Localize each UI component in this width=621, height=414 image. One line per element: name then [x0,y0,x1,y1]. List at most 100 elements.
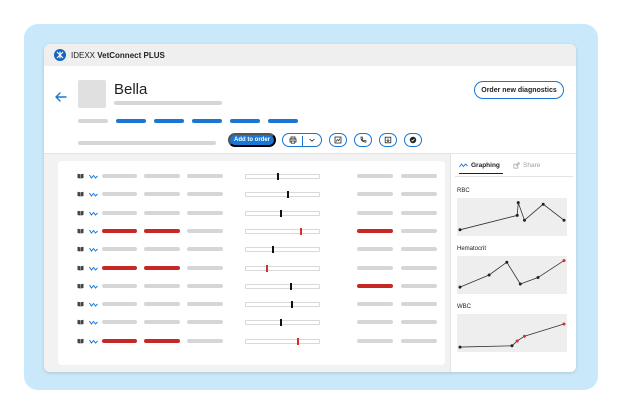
book-icon[interactable] [77,338,84,344]
graph-point [458,285,462,289]
range-marker [300,227,303,235]
patient-avatar [78,80,106,108]
results-table [58,161,445,365]
test-name-cell [102,192,137,197]
table-row[interactable] [58,295,445,313]
graph-line [459,323,565,348]
reference-cell [187,247,223,252]
units-cell [401,338,437,343]
book-icon[interactable] [77,191,84,197]
table-row[interactable] [58,240,445,258]
tag-link[interactable] [154,119,184,123]
tag-link[interactable] [230,119,260,123]
trend-icon[interactable] [89,320,98,326]
chevron-down-icon[interactable] [308,136,316,144]
brand-name: VetConnect PLUS [97,50,165,60]
trend-graph[interactable] [457,256,567,294]
table-row[interactable] [58,204,445,222]
range-bar [245,227,320,235]
range-marker [279,209,282,217]
printer-icon[interactable] [289,136,297,144]
graph-point [518,282,522,286]
graph-point [516,201,520,205]
reference-cell [187,192,223,197]
book-icon[interactable] [77,301,84,307]
graph-line [459,202,565,231]
trend-icon[interactable] [89,266,98,271]
info-placeholder [78,141,216,145]
tag-link[interactable] [192,119,222,123]
book-icon[interactable] [77,319,84,325]
phone-icon [360,136,367,143]
range-marker [266,264,269,272]
table-row[interactable] [58,277,445,295]
trend-icon[interactable] [89,192,98,198]
tab-divider [455,176,573,177]
test-name-cell [102,320,137,325]
phone-button[interactable] [354,133,372,147]
range-marker [291,301,294,309]
table-row[interactable] [58,167,445,185]
units-cell [401,192,437,197]
graph-point [541,202,545,206]
graph-point [562,259,566,263]
graph-icon [459,163,468,168]
graph-point [505,260,509,264]
book-icon[interactable] [77,283,84,289]
tag-link[interactable] [116,119,146,123]
test-name-cell [102,302,137,307]
result-value-cell [144,320,180,325]
units-cell [401,174,437,178]
trend-graph[interactable] [457,198,567,236]
previous-value-cell [357,247,393,252]
patient-header: Bella Order new diagnostics Add to order [44,66,576,154]
results-area: Graphing Share RBC Hematocrit WBC [44,154,576,372]
chart-button[interactable] [329,133,347,147]
back-arrow-icon[interactable] [54,90,68,104]
book-icon[interactable] [77,246,84,252]
patient-name: Bella [114,81,148,98]
book-icon[interactable] [77,228,84,234]
table-row[interactable] [58,259,445,277]
book-icon[interactable] [77,210,84,216]
add-to-order-button[interactable]: Add to order [228,133,276,147]
result-value-cell [144,283,180,288]
approve-button[interactable] [404,133,422,147]
table-row[interactable] [58,332,445,350]
units-cell [401,265,437,270]
book-icon[interactable] [77,265,84,271]
graph-point [510,344,514,348]
tab-share[interactable]: Share [513,162,540,169]
tab-graphing[interactable]: Graphing [459,162,503,174]
previous-value-cell [357,302,393,307]
print-split-button[interactable] [282,133,322,147]
trend-icon[interactable] [89,211,98,216]
table-row[interactable] [58,222,445,240]
table-row[interactable] [58,185,445,203]
trend-icon[interactable] [89,284,98,289]
trend-icon[interactable] [89,302,98,307]
patient-tags [78,119,298,123]
trend-icon[interactable] [89,174,98,179]
table-row[interactable] [58,313,445,331]
trend-icon[interactable] [89,229,98,234]
range-bar [245,264,320,272]
graph-label: WBC [457,304,471,310]
range-marker [272,246,275,254]
graph-point [536,276,540,280]
side-panel: Graphing Share RBC Hematocrit WBC [450,154,576,372]
export-button[interactable] [379,133,397,147]
test-name-cell [102,228,137,233]
split-divider [302,136,303,146]
test-name-cell [102,283,137,288]
order-new-diagnostics-button[interactable]: Order new diagnostics [474,81,564,99]
result-value-cell [144,210,180,215]
tag-link[interactable] [268,119,298,123]
trend-graph[interactable] [457,314,567,352]
test-name-cell [102,174,137,178]
reference-cell [187,302,223,307]
trend-icon[interactable] [89,339,98,344]
book-icon[interactable] [77,173,84,179]
trend-icon[interactable] [89,247,98,253]
graph-point [487,273,491,277]
